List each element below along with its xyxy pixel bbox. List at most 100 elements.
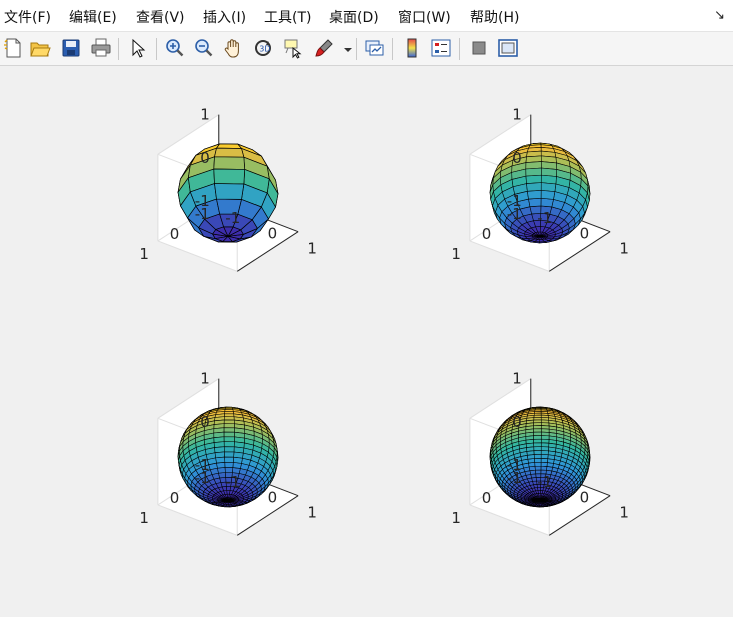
surface-face: [534, 423, 542, 426]
surface-face: [529, 198, 542, 206]
surface-face: [541, 190, 555, 199]
z-tick-label: 1: [200, 106, 210, 124]
x-tick-label: 1: [307, 504, 317, 522]
surface-face: [225, 411, 234, 413]
brush-icon[interactable]: [313, 37, 335, 59]
menu-help[interactable]: 帮助(H): [470, 7, 519, 27]
surface-face: [224, 452, 234, 457]
surface-face: [224, 437, 234, 442]
y-tick-label: 1: [139, 245, 149, 263]
toolbar-separator: [392, 38, 393, 60]
figure-plot-area: -101-101-101 -101-101-101 -101-101-101 -…: [0, 66, 733, 613]
surface-face: [533, 426, 541, 429]
print-icon[interactable]: [90, 37, 112, 59]
y-tick-label: 0: [170, 225, 180, 243]
y-tick-label: 0: [170, 489, 180, 507]
surface-face: [217, 144, 242, 149]
z-tick-label: 0: [512, 149, 522, 167]
surface-face: [535, 462, 541, 466]
x-tick-label: -1: [537, 473, 552, 491]
pan-hand-icon[interactable]: [222, 37, 244, 59]
surface-face: [534, 447, 541, 451]
toolbar-separator: [356, 38, 357, 60]
surface-face: [224, 432, 234, 437]
menu-insert[interactable]: 插入(I): [203, 7, 246, 27]
open-file-icon[interactable]: [29, 37, 51, 59]
surface-face: [224, 428, 234, 433]
menu-desktop[interactable]: 桌面(D): [329, 7, 379, 27]
data-cursor-icon[interactable]: [282, 37, 304, 59]
link-plot-icon[interactable]: [363, 37, 385, 59]
z-tick-label: 1: [512, 106, 522, 124]
surface-face: [541, 458, 548, 462]
x-tick-label: 0: [580, 224, 590, 242]
surface-face: [225, 462, 233, 467]
subplot-4[interactable]: -101-101-101: [451, 370, 629, 536]
surface-face: [526, 175, 541, 183]
x-tick-label: 1: [307, 240, 317, 258]
z-tick-label: 0: [512, 413, 522, 431]
surface-face: [225, 467, 233, 472]
surface-face: [224, 442, 234, 447]
surface-face: [233, 457, 242, 463]
surface-face: [527, 455, 534, 460]
menu-window[interactable]: 窗口(W): [398, 7, 451, 27]
surface-face: [526, 183, 541, 192]
surface-face: [533, 432, 541, 436]
surface-face: [214, 157, 245, 170]
insert-colorbar-icon[interactable]: [401, 37, 423, 59]
surface-face: [534, 454, 541, 458]
x-tick-label: 1: [619, 504, 629, 522]
surface-face: [526, 168, 542, 176]
new-figure-icon[interactable]: [2, 37, 24, 59]
surface-face: [541, 439, 549, 443]
surface-face: [534, 439, 542, 443]
surface-face: [534, 443, 542, 447]
x-tick-label: -1: [225, 209, 240, 227]
toolbar-separator: [459, 38, 460, 60]
dock-arrow-icon[interactable]: ↘: [714, 8, 725, 23]
select-pointer-icon[interactable]: [127, 37, 149, 59]
surface-face: [539, 496, 540, 498]
z-tick-label: 0: [200, 149, 210, 167]
z-tick-label: 0: [200, 413, 210, 431]
surface-face: [535, 466, 541, 470]
surface-face: [224, 420, 234, 424]
menu-tools[interactable]: 工具(T): [264, 7, 311, 27]
save-icon[interactable]: [60, 37, 82, 59]
subplot-1[interactable]: -101-101-101: [139, 106, 317, 272]
x-tick-label: 0: [268, 224, 278, 242]
zoom-in-icon[interactable]: [164, 37, 186, 59]
surface-face: [541, 462, 547, 466]
surface-face: [541, 454, 548, 458]
menu-edit[interactable]: 编辑(E): [69, 7, 117, 27]
surface-face: [224, 424, 234, 428]
show-plot-tools-icon[interactable]: [497, 37, 519, 59]
figure-toolbar: 3D: [0, 32, 733, 66]
dropdown-arrow-icon[interactable]: [337, 37, 351, 59]
y-tick-label: 1: [451, 509, 461, 527]
rotate-3d-icon[interactable]: 3D: [252, 37, 274, 59]
insert-legend-icon[interactable]: [430, 37, 452, 59]
sphere-surface: [490, 407, 590, 507]
surface-face: [541, 198, 554, 207]
sphere-surface: [490, 143, 590, 243]
surface-face: [541, 183, 556, 192]
y-tick-label: 0: [482, 489, 492, 507]
surface-face: [214, 148, 243, 157]
y-tick-label: -1: [195, 205, 210, 223]
surface-face: [225, 457, 234, 462]
z-tick-label: 1: [512, 370, 522, 388]
subplot-3[interactable]: -101-101-101: [139, 370, 317, 536]
hide-plot-tools-icon[interactable]: [468, 37, 490, 59]
y-tick-label: -1: [507, 469, 522, 487]
surface-face: [527, 190, 541, 199]
y-tick-label: -1: [195, 469, 210, 487]
menu-file[interactable]: 文件(F): [4, 7, 51, 27]
subplot-2[interactable]: -101-101-101: [451, 106, 629, 272]
sphere-surface: [178, 407, 278, 507]
zoom-out-icon[interactable]: [193, 37, 215, 59]
menu-view[interactable]: 查看(V): [136, 7, 185, 27]
surface-face: [541, 447, 548, 451]
